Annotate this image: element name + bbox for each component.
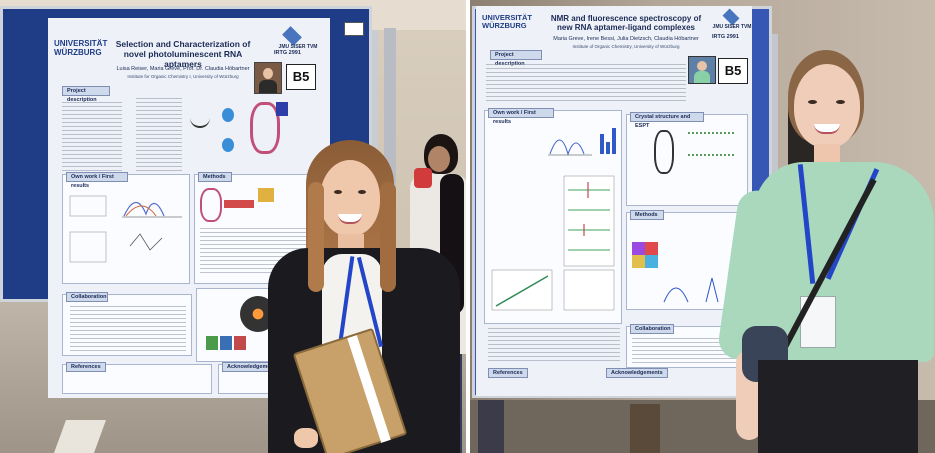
left-photo: UNIVERSITÄT WÜRZBURG Selection and Chara… [0,0,466,453]
crystal-helix [654,130,674,174]
collage-divider [466,0,470,453]
section-acknowledgements: Acknowledgements [606,368,668,378]
presenter-1 [264,138,464,453]
work-box [62,174,190,284]
section-methods: Methods [198,172,232,182]
description-text-2 [136,98,182,172]
poster-institution: Institute of Organic Chemistry, Universi… [572,44,680,49]
irtg-label: IRTG 2991 [274,50,301,56]
irtg-label: IRTG 2991 [712,34,739,40]
mint-top [754,162,934,362]
board-number-tag: B5 [718,58,748,84]
section-references: References [488,368,528,378]
face [794,64,860,148]
poster-authors: Maria Greve, Irene Bessi, Julia Dietzsch… [553,36,699,42]
crystal-molecule [688,132,734,156]
right-photo: UNIVERSITÄT WÜRZBURG NMR and fluorescenc… [470,0,935,453]
work-plots [69,195,182,263]
section-collaboration: Collaboration [630,324,674,334]
methods-chip [258,188,274,202]
passerby-legs-2 [630,404,660,453]
section-methods: Methods [630,210,664,220]
section-crystal-structure: Crystal structure and ESPT [630,112,704,129]
poster-university-logo: UNIVERSITÄT WÜRZBURG [54,39,108,57]
poster-institution: Institute for Organic Chemistry I, Unive… [127,74,239,79]
poster-title: Selection and Characterization of novel … [115,39,251,69]
methods-image [632,242,658,268]
board-sticker [344,22,364,36]
poster-title: NMR and fluorescence spectroscopy of new… [550,14,702,33]
section-project-description: Project description [490,50,542,67]
passerby-legs [478,400,504,453]
section-own-work: Own work / First results [488,108,554,125]
poster-portrait [254,62,282,94]
collaboration-text [70,306,186,352]
poster-authors: Luisa Reiser, Maria Greve, Prof. Dr. Cla… [116,66,250,72]
work-plots [491,128,616,311]
results-swatches [206,336,246,350]
description-figures [188,102,288,172]
section-references: References [66,362,106,372]
poster-university-logo: UNIVERSITÄT WÜRZBURG [482,13,533,31]
description-text [486,64,686,104]
right-poster: UNIVERSITÄT WÜRZBURG NMR and fluorescenc… [476,6,752,396]
conclusion-text [488,328,620,364]
crystal-box [626,114,748,206]
section-project-description: Project description [62,86,110,103]
presenter-2 [716,50,935,453]
rna-structure-icon [200,188,222,222]
poster-portrait [688,56,716,84]
dark-pants [758,360,918,453]
board-number-tag: B5 [286,64,316,90]
face [320,160,380,236]
section-collaboration: Collaboration [66,292,108,302]
red-shirt-person [414,168,432,188]
jmu-siser-logo: JMU SISER TVM [712,8,752,36]
jmu-siser-logo: JMU SISER TVM [274,26,322,52]
gel-band [224,200,254,208]
section-own-work: Own work / First results [66,172,128,189]
description-text [62,102,122,172]
